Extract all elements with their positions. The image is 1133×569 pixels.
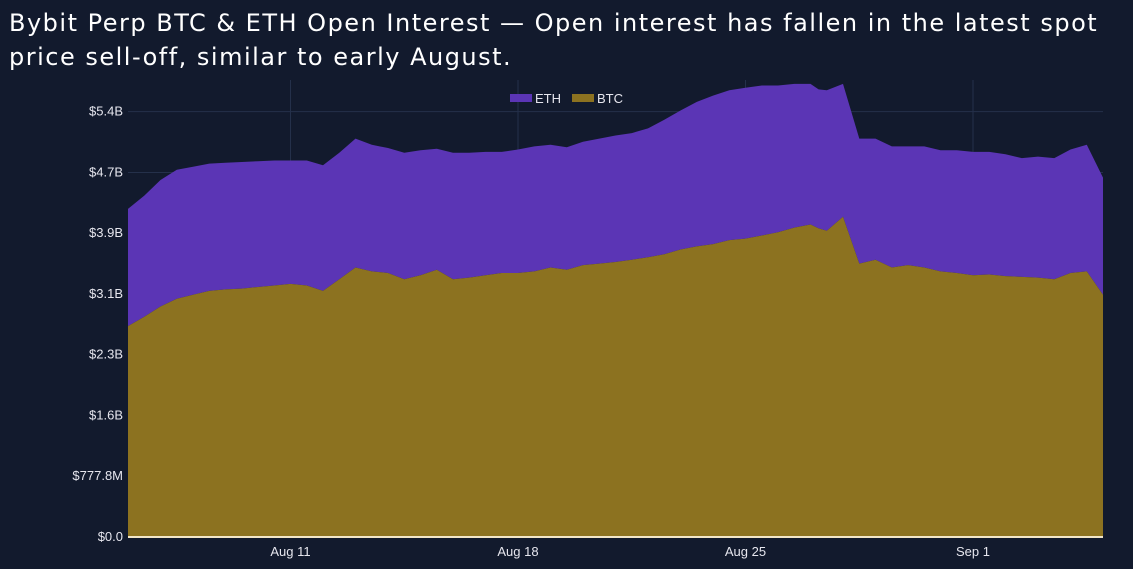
eth-legend-label: ETH: [535, 91, 561, 106]
eth-area: [128, 83, 1103, 327]
btc-area: [128, 216, 1103, 537]
y-tick-label: $777.8M: [72, 468, 123, 483]
eth-legend-swatch: [510, 94, 532, 102]
y-tick-label: $3.1B: [89, 286, 123, 301]
area-layer: [128, 83, 1103, 537]
y-tick-label: $3.9B: [89, 225, 123, 240]
axis-layer: $0.0 $777.8M $1.6B $2.3B $3.1B $3.9B $4.7B $5.4…: [72, 104, 1103, 559]
btc-legend-swatch: [572, 94, 594, 102]
y-tick-label: $5.4B: [89, 104, 123, 119]
y-tick-label: $4.7B: [89, 164, 123, 179]
x-tick-label: Aug 11: [270, 544, 310, 559]
y-tick-label: $1.6B: [89, 407, 123, 422]
legend[interactable]: ETH BTC: [510, 91, 623, 106]
x-tick-label: Aug 25: [725, 544, 766, 559]
x-tick-label: Aug 18: [497, 544, 538, 559]
chart-title: Bybit Perp BTC & ETH Open Interest — Ope…: [9, 9, 1099, 71]
y-tick-label: $0.0: [98, 529, 123, 544]
x-tick-label: Sep 1: [956, 544, 990, 559]
y-tick-label: $2.3B: [89, 347, 123, 362]
btc-legend-label: BTC: [597, 91, 623, 106]
